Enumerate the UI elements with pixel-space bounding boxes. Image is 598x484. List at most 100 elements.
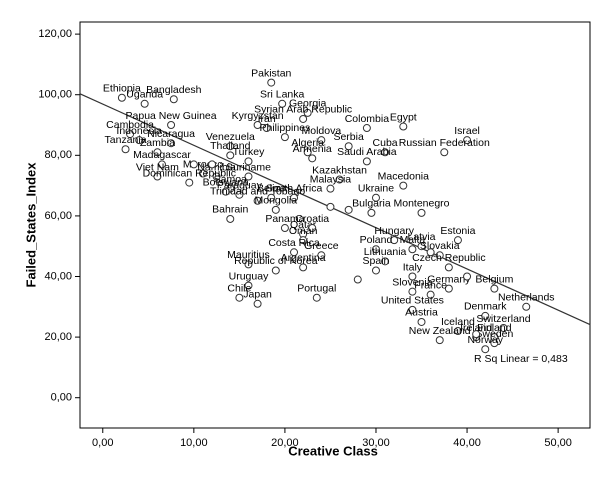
- point: [353, 275, 362, 284]
- point: [399, 122, 408, 131]
- point: [167, 121, 176, 130]
- x-axis-label: Creative Class: [288, 443, 378, 458]
- point: [453, 236, 462, 245]
- point-label: Sri Lanka: [260, 89, 305, 101]
- point-label: Poland: [360, 234, 393, 246]
- point: [121, 145, 130, 154]
- point-label: Suriname: [226, 161, 271, 173]
- point: [140, 99, 149, 108]
- point: [444, 263, 453, 272]
- point: [303, 108, 312, 117]
- point: [226, 151, 235, 160]
- fit-line: [79, 93, 591, 326]
- y-tick-label: 120,00: [38, 28, 72, 40]
- point: [371, 266, 380, 275]
- point: [280, 224, 289, 233]
- point: [371, 245, 380, 254]
- fit-label: R Sq Linear = 0,483: [474, 353, 568, 365]
- point: [267, 78, 276, 87]
- plot-area: [79, 21, 591, 429]
- point-label: Armenia: [293, 143, 332, 155]
- point-label: Mauritius: [227, 249, 270, 261]
- point: [271, 205, 280, 214]
- point-label: New Zealand: [409, 325, 471, 337]
- point: [157, 160, 166, 169]
- point: [253, 299, 262, 308]
- point: [212, 172, 221, 181]
- point-label: United States: [381, 295, 444, 307]
- point: [235, 190, 244, 199]
- point: [371, 193, 380, 202]
- point: [317, 136, 326, 145]
- point: [299, 263, 308, 272]
- point-label: Zambia: [140, 137, 175, 149]
- point-label: Republic of Korea: [234, 255, 318, 267]
- point: [290, 193, 299, 202]
- y-tick-label: 40,00: [44, 270, 72, 282]
- point-label: Slovenia: [392, 276, 432, 288]
- point-label: Iceland: [441, 316, 475, 328]
- point-label: Greece: [304, 240, 339, 252]
- point: [490, 284, 499, 293]
- point: [169, 95, 178, 104]
- point-label: Germany: [427, 273, 471, 285]
- point: [344, 142, 353, 151]
- y-tick-label: 20,00: [44, 331, 72, 343]
- point-label: Malaysia: [310, 173, 352, 185]
- point-label: Madagascar: [133, 149, 191, 161]
- point: [317, 251, 326, 260]
- point: [490, 339, 499, 348]
- point-label: Chile: [227, 282, 251, 294]
- x-tick-label: 10,00: [180, 437, 208, 449]
- point-label: Latvia: [408, 231, 436, 243]
- point: [408, 272, 417, 281]
- point: [244, 260, 253, 269]
- point-label: Ethiopia: [103, 83, 141, 95]
- point-label: Netherlands: [498, 292, 555, 304]
- point: [278, 99, 287, 108]
- point: [153, 172, 162, 181]
- point: [280, 133, 289, 142]
- point: [208, 160, 217, 169]
- point-label: Croatia: [295, 213, 329, 225]
- point-label: Bangladesh: [146, 84, 202, 96]
- point-label: Switzerland: [476, 313, 530, 325]
- point-label: Costa Rica: [268, 237, 320, 249]
- x-tick-label: 40,00: [453, 437, 481, 449]
- point: [453, 327, 462, 336]
- point: [417, 242, 426, 251]
- point-label: Belgium: [475, 273, 513, 285]
- point: [440, 148, 449, 157]
- point: [221, 187, 230, 196]
- point-label: Ireland: [460, 322, 492, 334]
- point-label: Iran: [258, 113, 276, 125]
- point-label: Botswana: [203, 176, 249, 188]
- point-label: France: [414, 279, 447, 291]
- point-label: Nicaragua: [147, 128, 195, 140]
- point: [426, 290, 435, 299]
- point: [189, 160, 198, 169]
- point-label: Paraguay: [217, 179, 263, 191]
- point: [481, 311, 490, 320]
- point: [126, 130, 135, 139]
- point: [198, 169, 207, 178]
- point: [367, 208, 376, 217]
- point: [463, 136, 472, 145]
- point-label: Hungary: [374, 225, 414, 237]
- y-tick-label: 100,00: [38, 89, 72, 101]
- y-tick-label: 80,00: [44, 149, 72, 161]
- point: [408, 305, 417, 314]
- point: [326, 202, 335, 211]
- point-label: Finland: [477, 322, 512, 334]
- point: [153, 148, 162, 157]
- point: [267, 193, 276, 202]
- point: [135, 136, 144, 145]
- point-label: Japan: [243, 289, 272, 301]
- point: [435, 336, 444, 345]
- y-tick-label: 0,00: [51, 392, 72, 404]
- point-label: Pakistan: [251, 67, 291, 79]
- point-label: Namibia: [197, 161, 236, 173]
- x-tick-label: 20,00: [271, 437, 299, 449]
